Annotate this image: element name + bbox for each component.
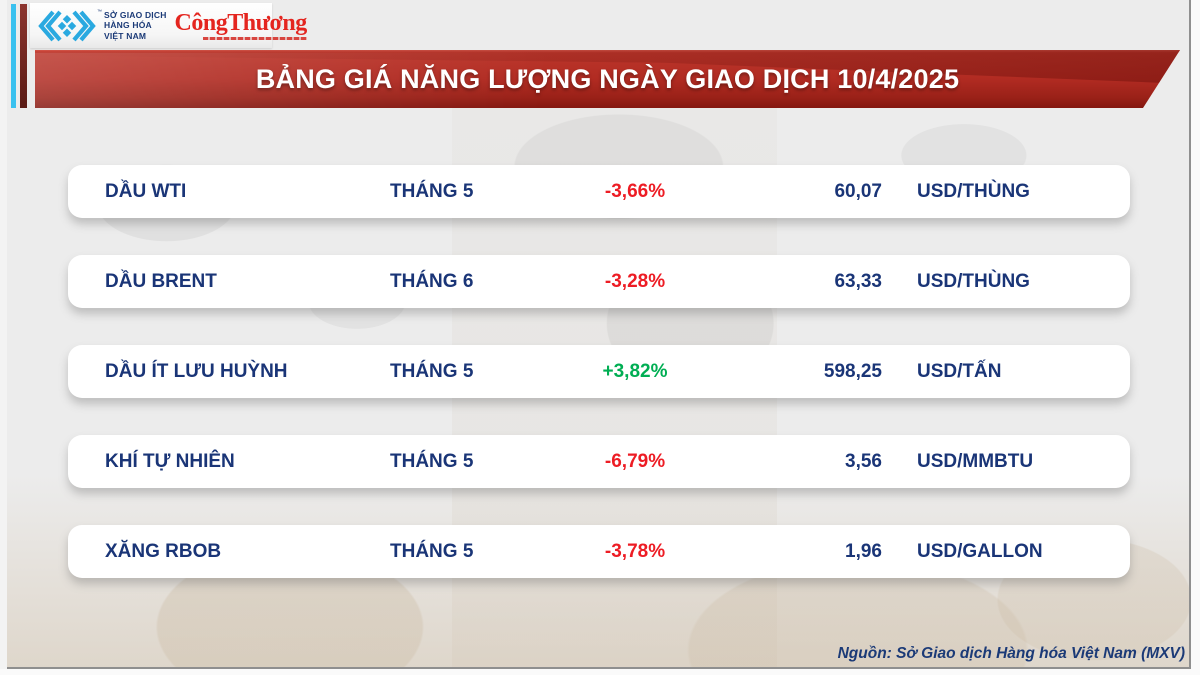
price-row: KHÍ TỰ NHIÊN THÁNG 5 -6,79% 3,56 USD/MMB…: [68, 435, 1130, 488]
congthuong-logo-text: Công Thương: [174, 10, 308, 36]
contract-month: THÁNG 5: [390, 450, 474, 472]
change-percent: -3,78%: [604, 540, 666, 562]
trademark-symbol: ™: [97, 9, 102, 15]
contract-month: THÁNG 5: [390, 180, 474, 202]
price-unit: USD/TẤN: [917, 360, 1002, 382]
change-percent: -3,66%: [604, 180, 666, 202]
price-value: 598,25: [823, 360, 882, 382]
price-unit: USD/THÙNG: [917, 180, 1030, 202]
congthuong-masthead: Công Thương: [175, 11, 307, 40]
frame-bottom-edge: [0, 669, 1200, 675]
price-row: DẦU WTI THÁNG 5 -3,66% 60,07 USD/THÙNG: [68, 165, 1130, 218]
accent-bar-maroon: [20, 4, 27, 108]
commodity-name: DẦU BRENT: [105, 270, 217, 292]
commodity-name: DẦU WTI: [105, 180, 187, 202]
exchange-name-line2: HÀNG HÓA: [104, 20, 152, 31]
price-unit: USD/GALLON: [917, 540, 1043, 562]
mxv-exchange-icon: [38, 10, 96, 41]
exchange-name-line3: VIỆT NAM: [104, 30, 147, 41]
exchange-name: SỞ GIAO DỊCH HÀNG HÓA VIỆT NAM: [104, 10, 167, 41]
price-value: 1,96: [845, 540, 882, 562]
price-value: 3,56: [845, 450, 882, 472]
frame-right-border: [1189, 0, 1191, 670]
price-row: XĂNG RBOB THÁNG 5 -3,78% 1,96 USD/GALLON: [68, 525, 1130, 578]
logo-box: ™ SỞ GIAO DỊCH HÀNG HÓA VIỆT NAM Công Th…: [30, 3, 307, 48]
frame-left-edge: [0, 0, 7, 675]
contract-month: THÁNG 5: [390, 360, 474, 382]
price-row: DẦU ÍT LƯU HUỲNH THÁNG 5 +3,82% 598,25 U…: [68, 345, 1130, 398]
title-banner: BẢNG GIÁ NĂNG LƯỢNG NGÀY GIAO DỊCH 10/4/…: [35, 50, 1180, 108]
exchange-name-line1: SỞ GIAO DỊCH: [104, 10, 167, 21]
commodity-name: DẦU ÍT LƯU HUỲNH: [105, 360, 288, 382]
congthuong-tagline-strip: [202, 37, 307, 40]
price-value: 63,33: [834, 270, 882, 292]
commodity-name: XĂNG RBOB: [105, 540, 222, 562]
change-percent: -3,28%: [604, 270, 666, 292]
price-unit: USD/THÙNG: [917, 270, 1030, 292]
price-unit: USD/MMBTU: [917, 450, 1034, 472]
price-row: DẦU BRENT THÁNG 6 -3,28% 63,33 USD/THÙNG: [68, 255, 1130, 308]
commodity-name: KHÍ TỰ NHIÊN: [105, 450, 235, 472]
source-attribution: Nguồn: Sở Giao dịch Hàng hóa Việt Nam (M…: [837, 645, 1185, 662]
world-map-background: [0, 105, 1190, 385]
frame-bottom-border: [7, 667, 1191, 669]
change-percent: +3,82%: [602, 360, 668, 382]
accent-bar-cyan: [11, 4, 16, 108]
contract-month: THÁNG 6: [390, 270, 474, 292]
change-percent: -6,79%: [604, 450, 666, 472]
price-value: 60,07: [834, 180, 882, 202]
page-title: BẢNG GIÁ NĂNG LƯỢNG NGÀY GIAO DỊCH 10/4/…: [255, 63, 960, 94]
price-table: DẦU WTI THÁNG 5 -3,66% 60,07 USD/THÙNG D…: [68, 165, 1130, 615]
contract-month: THÁNG 5: [390, 540, 474, 562]
frame-right-edge: [1191, 0, 1200, 675]
